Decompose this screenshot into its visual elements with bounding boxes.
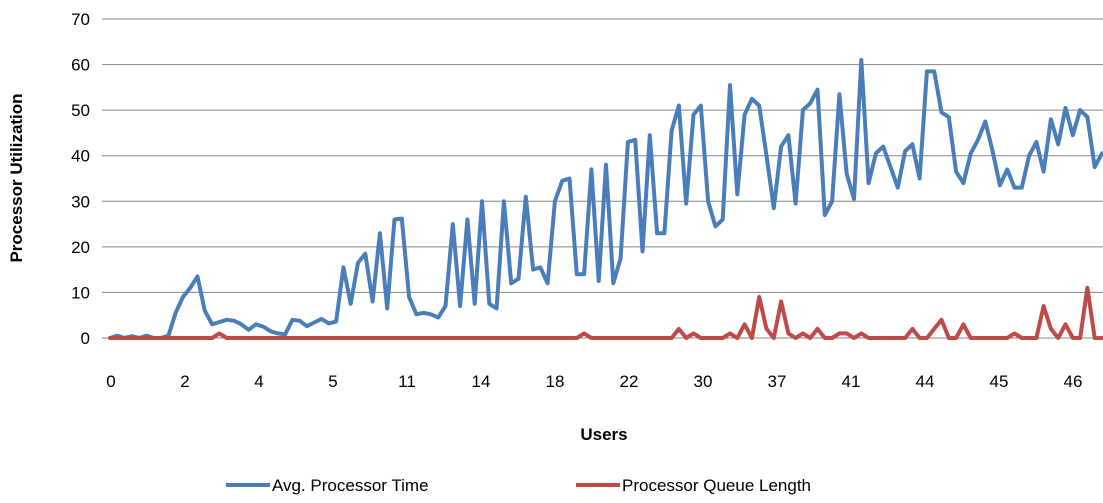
series-lines xyxy=(108,58,1103,340)
series-line-processor-queue-length xyxy=(108,285,1103,340)
x-tick-label: 41 xyxy=(842,372,861,391)
x-tick-label: 30 xyxy=(694,372,713,391)
y-tick-label: 40 xyxy=(71,147,90,166)
x-axis-ticks: 0 2 4 5 11 14 18 22 30 37 41 44 45 46 xyxy=(106,372,1082,391)
x-tick-label: 0 xyxy=(106,372,115,391)
y-tick-label: 70 xyxy=(71,10,90,29)
x-tick-label: 46 xyxy=(1064,372,1083,391)
y-tick-label: 20 xyxy=(71,238,90,257)
x-axis-title: Users xyxy=(580,425,627,444)
x-tick-label: 37 xyxy=(768,372,787,391)
y-axis-title: Processor Utilization xyxy=(7,93,26,262)
y-tick-label: 60 xyxy=(71,56,90,75)
x-tick-label: 18 xyxy=(546,372,565,391)
series-line-avg-processor-time xyxy=(108,58,1103,340)
y-tick-label: 0 xyxy=(81,329,90,348)
legend-label-avg-processor-time: Avg. Processor Time xyxy=(272,476,429,495)
legend: Avg. Processor Time Processor Queue Leng… xyxy=(226,476,811,495)
x-tick-label: 4 xyxy=(254,372,263,391)
x-tick-label: 45 xyxy=(990,372,1009,391)
x-tick-label: 44 xyxy=(916,372,935,391)
y-tick-label: 50 xyxy=(71,101,90,120)
y-tick-label: 10 xyxy=(71,283,90,302)
legend-label-processor-queue-length: Processor Queue Length xyxy=(622,476,811,495)
x-tick-label: 5 xyxy=(328,372,337,391)
y-tick-label: 30 xyxy=(71,192,90,211)
x-tick-label: 2 xyxy=(180,372,189,391)
x-tick-label: 14 xyxy=(472,372,491,391)
y-axis-ticks: 0 10 20 30 40 50 60 70 xyxy=(71,10,90,348)
x-tick-label: 11 xyxy=(398,372,416,391)
x-tick-label: 22 xyxy=(620,372,639,391)
